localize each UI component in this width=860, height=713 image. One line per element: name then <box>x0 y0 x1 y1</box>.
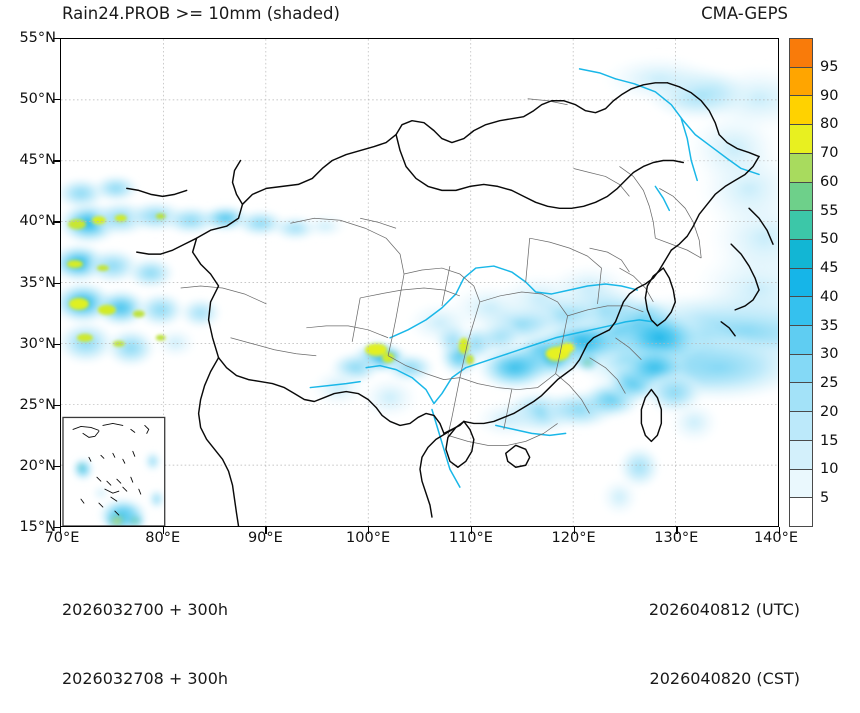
colorbar-cell-5 <box>790 182 812 212</box>
colorbar-label-55: 55 <box>820 202 839 219</box>
lon-tick-130 <box>676 527 678 534</box>
colorbar[interactable] <box>789 38 813 527</box>
colorbar-label-5: 5 <box>820 490 830 507</box>
province-borders <box>180 98 702 446</box>
lat-tick-55 <box>53 38 60 40</box>
lon-label-100: 100°E <box>346 530 391 546</box>
colorbar-cell-6 <box>790 211 812 240</box>
lon-tick-80 <box>162 527 165 534</box>
lat-label-55: 55°N <box>19 30 56 46</box>
colorbar-cell-3 <box>790 125 812 154</box>
precipitation-probability-map <box>61 39 778 526</box>
lon-tick-100 <box>368 527 370 534</box>
model-label: CMA-GEPS <box>701 4 788 23</box>
colorbar-label-10: 10 <box>820 461 839 478</box>
colorbar-cell-10 <box>790 326 812 355</box>
colorbar-cell-7 <box>790 239 812 269</box>
colorbar-label-35: 35 <box>820 317 839 334</box>
country-borders <box>126 82 774 526</box>
colorbar-label-45: 45 <box>820 260 839 277</box>
south-china-sea-inset <box>62 416 166 526</box>
colorbar-cell-11 <box>790 354 812 384</box>
map-plot-area[interactable] <box>60 38 779 527</box>
lon-tick-140 <box>779 527 781 534</box>
colorbar-cell-1 <box>790 67 812 97</box>
colorbar-label-90: 90 <box>820 87 839 104</box>
colorbar-label-30: 30 <box>820 346 839 363</box>
lat-label-15: 15°N <box>19 519 56 535</box>
colorbar-label-60: 60 <box>820 173 839 190</box>
lat-label-35: 35°N <box>19 274 56 291</box>
footer-right-line-2: 2026040820 (CST) <box>649 669 800 688</box>
footer-valid-times: 2026040812 (UTC) 2026040820 (CST) <box>649 552 800 713</box>
colorbar-cell-0 <box>790 39 812 68</box>
lat-tick-15 <box>53 527 60 529</box>
colorbar-cell-16 <box>790 498 812 526</box>
lat-label-20: 20°N <box>19 457 56 474</box>
lat-label-25: 25°N <box>19 396 56 413</box>
page-title: Rain24.PROB >= 10mm (shaded) <box>62 4 340 23</box>
lat-tick-40 <box>53 221 60 223</box>
lon-label-130: 130°E <box>654 530 699 546</box>
colorbar-label-50: 50 <box>820 231 839 248</box>
colorbar-label-25: 25 <box>820 375 839 392</box>
lat-tick-20 <box>53 465 60 468</box>
footer-init-times: 2026032700 + 300h 2026032708 + 300h <box>62 552 228 713</box>
lat-tick-50 <box>53 99 60 101</box>
colorbar-cell-4 <box>790 153 812 183</box>
rivers <box>309 68 760 488</box>
colorbar-cell-15 <box>790 469 812 499</box>
colorbar-label-20: 20 <box>820 403 839 420</box>
colorbar-label-70: 70 <box>820 145 839 162</box>
colorbar-label-15: 15 <box>820 432 839 449</box>
colorbar-cell-12 <box>790 383 812 413</box>
colorbar-label-80: 80 <box>820 116 839 133</box>
lat-label-30: 30°N <box>19 335 56 352</box>
colorbar-cell-13 <box>790 412 812 441</box>
lon-tick-90 <box>265 527 267 534</box>
lon-label-70: 70°E <box>44 530 80 546</box>
lat-label-50: 50°N <box>19 91 56 108</box>
lat-tick-45 <box>53 160 60 162</box>
lon-label-120: 120°E <box>551 530 596 546</box>
lon-label-110: 110°E <box>448 530 493 546</box>
colorbar-cell-8 <box>790 268 812 298</box>
lat-tick-30 <box>53 343 60 345</box>
lon-label-140: 140°E <box>753 530 799 546</box>
colorbar-label-95: 95 <box>820 58 839 75</box>
lat-tick-25 <box>53 404 60 407</box>
colorbar-cell-14 <box>790 440 812 470</box>
lon-tick-120 <box>573 527 575 534</box>
lon-tick-70 <box>60 527 62 534</box>
lat-label-40: 40°N <box>19 213 56 230</box>
map-gridlines <box>61 39 778 526</box>
lat-label-45: 45°N <box>19 152 56 169</box>
lat-tick-35 <box>53 282 60 284</box>
colorbar-cell-2 <box>790 96 812 126</box>
footer-left-line-2: 2026032708 + 300h <box>62 669 229 688</box>
lon-label-80: 80°E <box>145 530 181 546</box>
colorbar-label-40: 40 <box>820 288 839 305</box>
colorbar-cell-9 <box>790 297 812 327</box>
lon-label-90: 90°E <box>247 530 283 546</box>
lon-tick-110 <box>470 527 473 534</box>
